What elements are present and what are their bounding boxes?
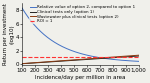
Clinical tests only (option 1) xyxy=(84,59,86,60)
X-axis label: Incidence/day per million in area: Incidence/day per million in area xyxy=(35,75,126,80)
Line: Wastewater plus clinical tests (option 2): Wastewater plus clinical tests (option 2… xyxy=(22,55,139,64)
Line: Clinical tests only (option 1): Clinical tests only (option 1) xyxy=(22,56,139,64)
Relative value of option 2, compared to option 1 xyxy=(138,61,140,62)
Clinical tests only (option 1) xyxy=(76,60,78,61)
Clinical tests only (option 1) xyxy=(21,63,23,64)
Wastewater plus clinical tests (option 2) xyxy=(90,58,92,59)
Clinical tests only (option 1) xyxy=(138,56,140,57)
ROI = 1 xyxy=(8,57,10,58)
Wastewater plus clinical tests (option 2) xyxy=(21,63,23,64)
Relative value of option 2, compared to option 1 xyxy=(84,54,86,55)
Wastewater plus clinical tests (option 2) xyxy=(84,59,86,60)
Relative value of option 2, compared to option 1 xyxy=(117,59,118,60)
Relative value of option 2, compared to option 1 xyxy=(90,56,92,57)
Wastewater plus clinical tests (option 2) xyxy=(117,56,118,57)
Y-axis label: Return per investment
(log10): Return per investment (log10) xyxy=(3,3,14,65)
Wastewater plus clinical tests (option 2) xyxy=(77,59,79,60)
Wastewater plus clinical tests (option 2) xyxy=(138,55,140,56)
Legend: Relative value of option 2, compared to option 1, Clinical tests only (option 1): Relative value of option 2, compared to … xyxy=(29,4,137,24)
Clinical tests only (option 1) xyxy=(77,60,79,61)
Clinical tests only (option 1) xyxy=(90,59,92,60)
Clinical tests only (option 1) xyxy=(117,57,118,58)
Relative value of option 2, compared to option 1 xyxy=(77,52,79,53)
Relative value of option 2, compared to option 1 xyxy=(76,52,78,53)
Clinical tests only (option 1) xyxy=(135,56,137,57)
Wastewater plus clinical tests (option 2) xyxy=(135,55,137,56)
Line: Relative value of option 2, compared to option 1: Relative value of option 2, compared to … xyxy=(22,8,139,61)
Wastewater plus clinical tests (option 2) xyxy=(76,59,78,60)
ROI = 1 xyxy=(8,57,10,58)
Relative value of option 2, compared to option 1 xyxy=(21,7,23,8)
Relative value of option 2, compared to option 1 xyxy=(135,61,137,62)
